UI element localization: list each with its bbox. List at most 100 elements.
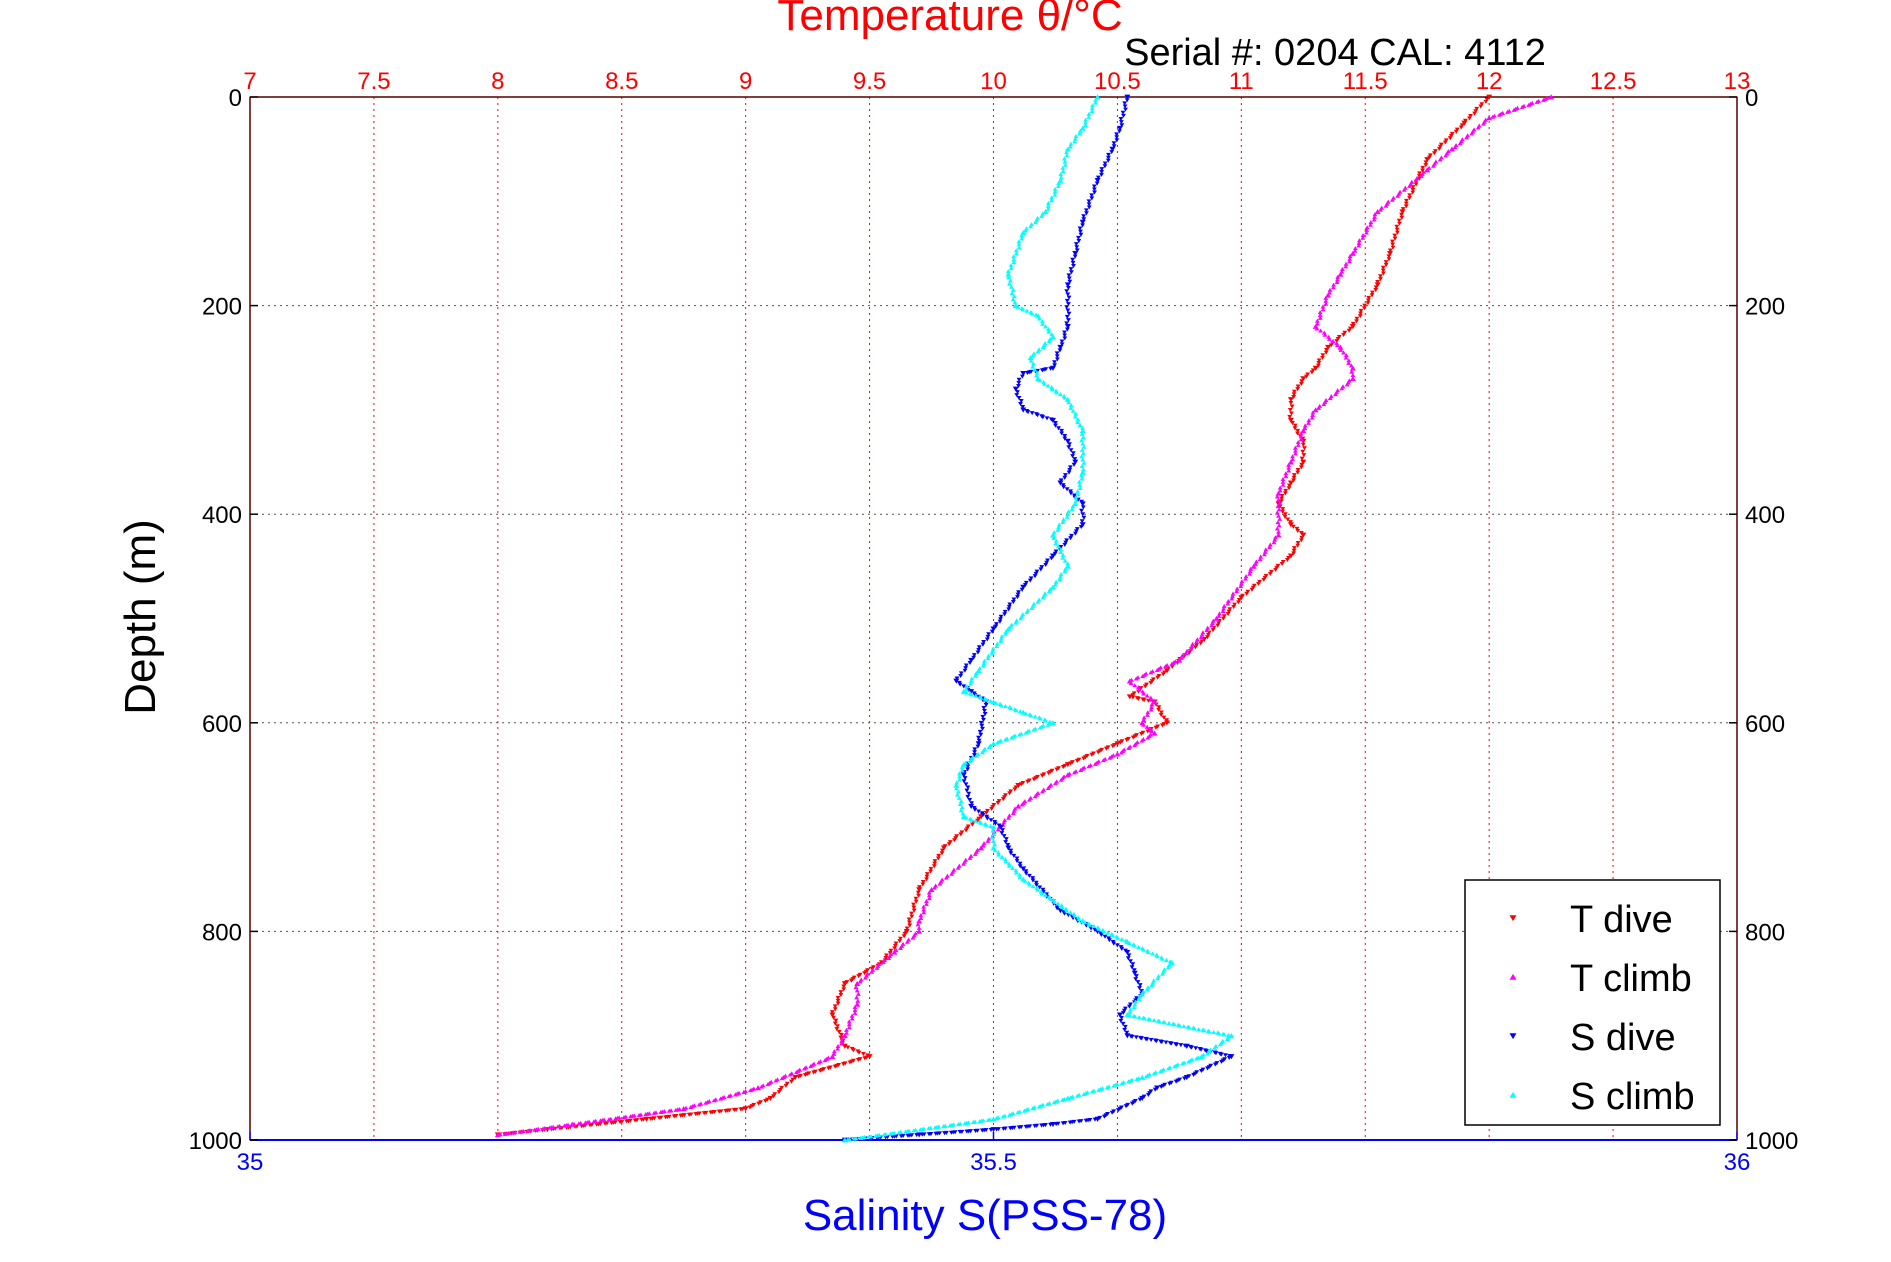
data-point xyxy=(1257,556,1263,562)
data-point xyxy=(1077,128,1083,133)
data-point xyxy=(916,925,922,930)
data-point xyxy=(1053,781,1058,786)
data-point xyxy=(1298,465,1304,470)
data-point xyxy=(686,1112,692,1117)
data-point xyxy=(959,805,965,810)
data-point xyxy=(1378,277,1383,282)
data-point xyxy=(1145,1092,1151,1097)
data-point xyxy=(1010,600,1016,605)
data-point xyxy=(1295,428,1301,433)
data-point xyxy=(1298,381,1304,386)
data-point xyxy=(1047,719,1053,724)
data-point xyxy=(1038,716,1043,721)
data-point xyxy=(1082,920,1088,925)
data-point xyxy=(1071,264,1076,269)
data-point xyxy=(1368,220,1374,225)
data-point xyxy=(1323,301,1329,306)
data-point xyxy=(886,955,891,961)
data-point xyxy=(1205,1066,1210,1071)
data-point xyxy=(1030,884,1036,889)
data-point xyxy=(1118,750,1124,755)
data-point xyxy=(971,653,977,658)
data-point xyxy=(1372,212,1378,217)
data-point xyxy=(1109,150,1115,155)
data-point xyxy=(911,908,917,913)
data-point xyxy=(1140,674,1146,679)
data-point xyxy=(932,1125,938,1130)
data-point xyxy=(1299,379,1305,384)
data-point xyxy=(1291,389,1297,394)
data-point xyxy=(1358,308,1364,313)
data-point xyxy=(1287,522,1294,528)
data-point xyxy=(1285,517,1291,522)
data-point xyxy=(1190,641,1196,646)
data-point xyxy=(1287,553,1294,559)
data-point xyxy=(1007,1112,1012,1117)
data-point xyxy=(1138,731,1144,737)
data-point xyxy=(999,854,1005,859)
data-point xyxy=(1056,522,1062,527)
data-point xyxy=(656,1115,662,1121)
data-point xyxy=(860,1052,866,1057)
data-point xyxy=(1410,185,1416,190)
data-point xyxy=(1171,1022,1177,1027)
data-point xyxy=(1068,491,1074,496)
data-point xyxy=(1236,598,1242,603)
data-point xyxy=(1141,691,1146,696)
data-point xyxy=(1230,593,1235,599)
data-point xyxy=(911,902,916,907)
data-point xyxy=(832,1004,838,1009)
data-point xyxy=(1068,489,1073,494)
data-point xyxy=(1120,1021,1126,1026)
data-point xyxy=(1066,295,1072,300)
data-point xyxy=(1374,209,1381,215)
data-point xyxy=(949,871,955,876)
data-point xyxy=(841,1062,846,1067)
data-point xyxy=(1119,1015,1124,1020)
data-point xyxy=(999,634,1005,639)
data-point xyxy=(1226,609,1232,614)
data-point xyxy=(1166,1021,1172,1026)
data-point xyxy=(1058,545,1064,550)
data-point xyxy=(1327,396,1333,401)
data-point xyxy=(1283,474,1289,479)
data-point xyxy=(984,816,990,821)
data-point xyxy=(787,1072,793,1077)
data-point xyxy=(628,1114,634,1119)
data-point xyxy=(1243,576,1248,581)
data-point xyxy=(1105,930,1111,935)
data-point xyxy=(1225,601,1231,606)
data-point xyxy=(1080,223,1085,228)
data-point xyxy=(1334,277,1340,282)
data-point xyxy=(975,818,981,823)
data-point xyxy=(636,1112,642,1117)
data-point xyxy=(1136,997,1142,1002)
data-point xyxy=(763,1098,768,1104)
data-point xyxy=(978,845,985,851)
data-point xyxy=(1073,531,1078,536)
data-point xyxy=(1372,214,1377,219)
data-point xyxy=(1083,120,1088,125)
data-point xyxy=(1141,722,1146,727)
data-point xyxy=(1483,99,1489,104)
data-point xyxy=(1064,487,1070,492)
data-point xyxy=(955,865,961,870)
data-point xyxy=(1037,725,1043,730)
data-point xyxy=(1361,306,1367,311)
data-point xyxy=(1071,770,1077,775)
data-point xyxy=(1137,986,1142,991)
data-point xyxy=(851,1048,856,1053)
data-point xyxy=(1174,1042,1180,1047)
data-point xyxy=(1003,840,1009,845)
data-point xyxy=(1401,187,1407,192)
data-point xyxy=(1134,996,1139,1001)
data-point xyxy=(1403,201,1409,206)
data-point xyxy=(1347,253,1353,258)
data-point xyxy=(1089,752,1095,757)
data-point xyxy=(952,838,957,843)
data-point xyxy=(1001,1126,1006,1131)
data-point xyxy=(1025,779,1031,784)
data-point xyxy=(1083,208,1089,213)
